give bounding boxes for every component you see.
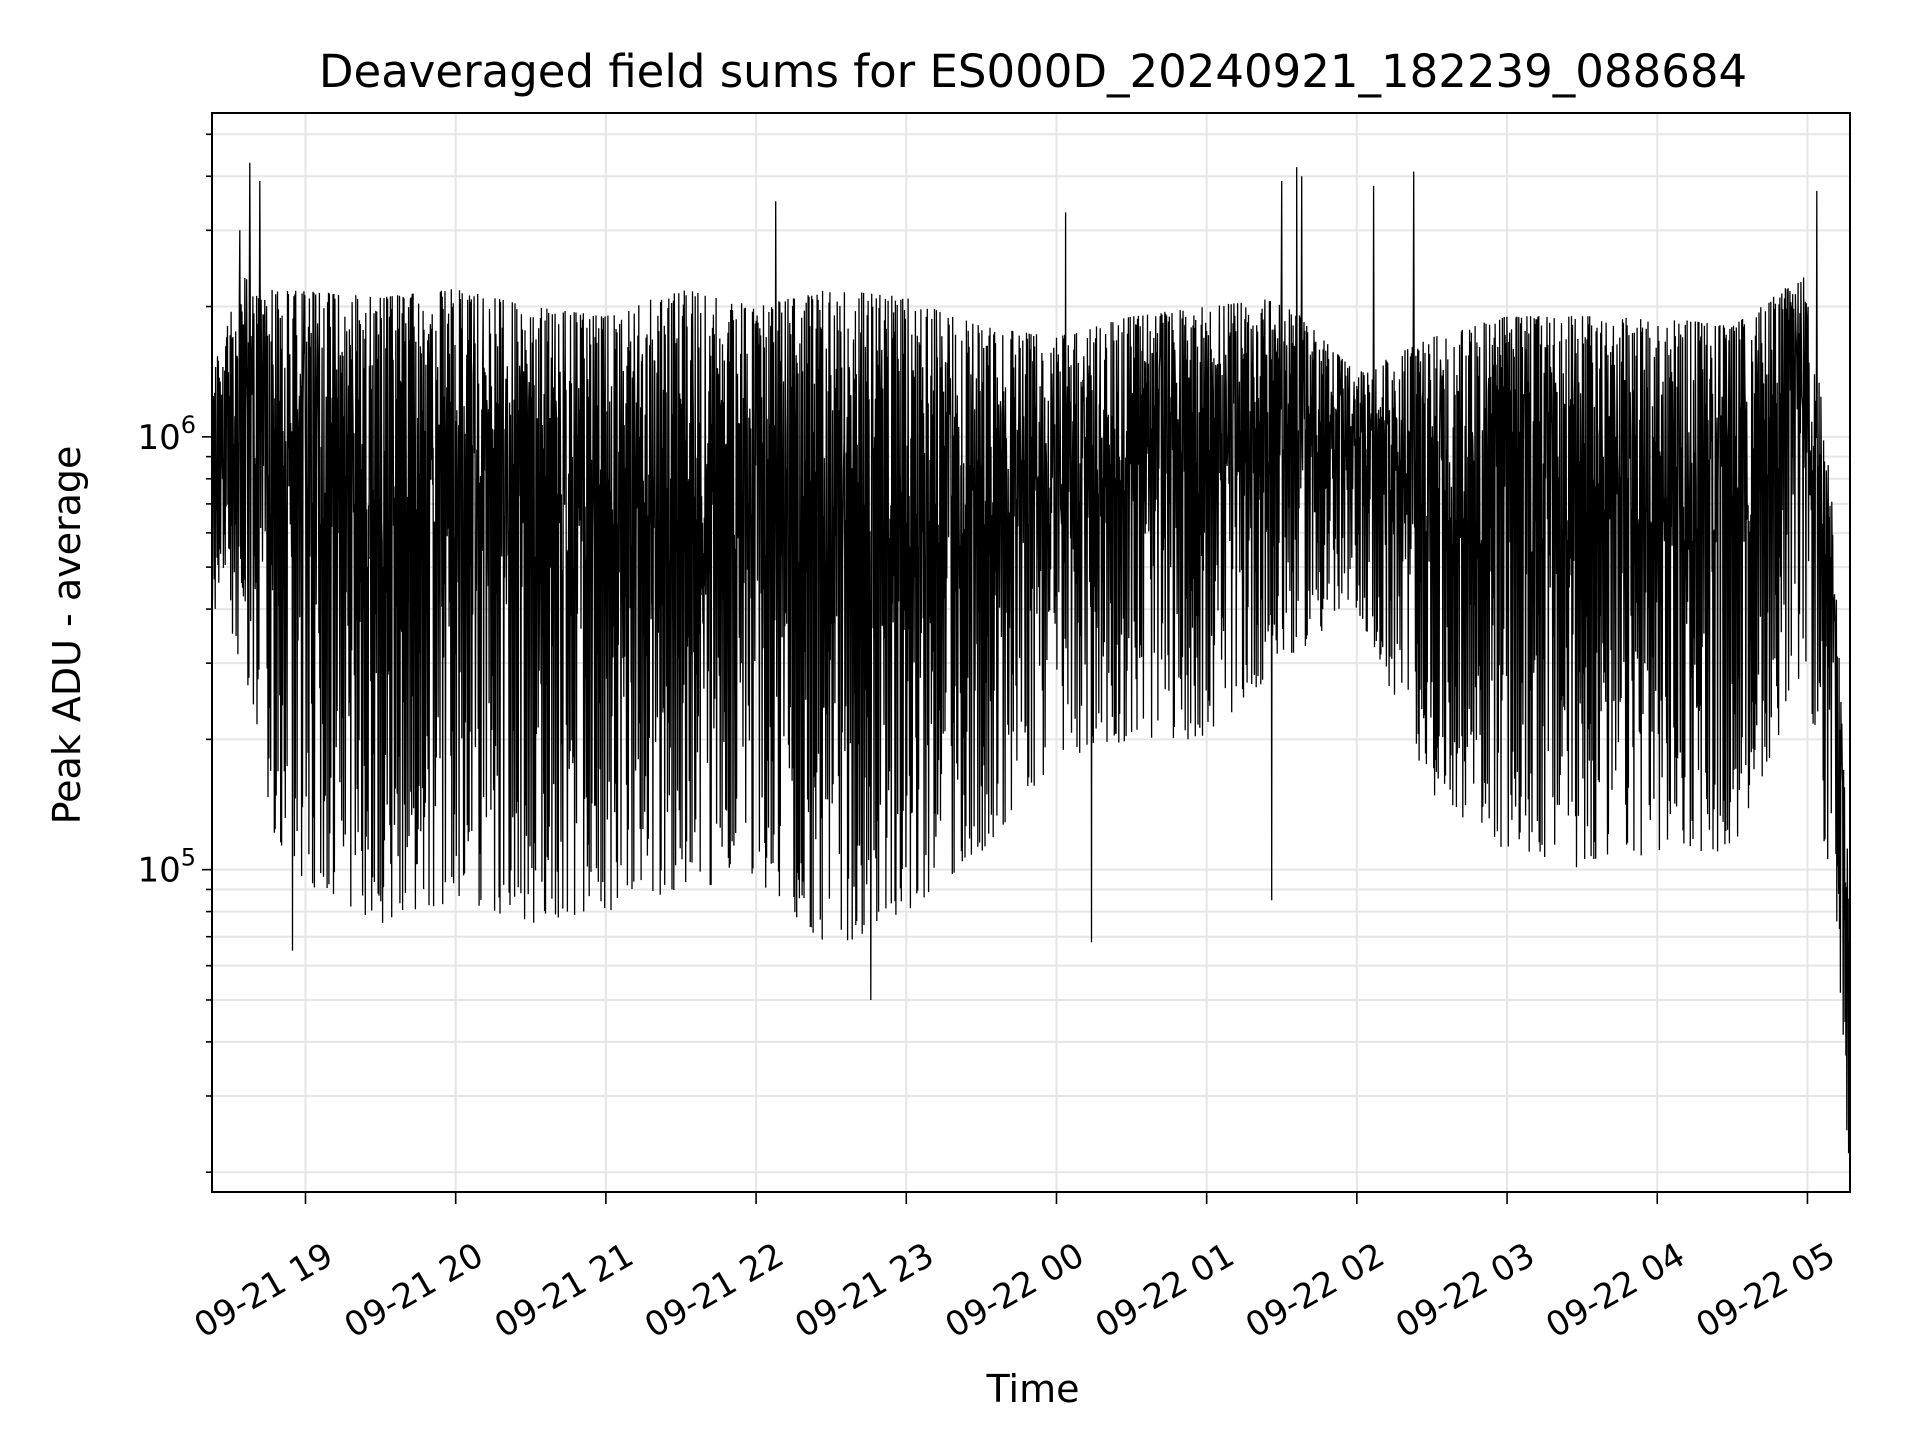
y-tick-label: 105: [137, 844, 196, 891]
axes-frame: [211, 112, 1851, 1193]
series-line: [211, 162, 1851, 1154]
chart-title: Deaveraged field sums for ES000D_2024092…: [319, 45, 1747, 98]
y-axis: 105 106: [137, 133, 212, 1173]
y-axis-label: Peak ADU - average: [45, 446, 89, 825]
x-axis-label: Time: [986, 1367, 1080, 1411]
y-tick-label: 106: [137, 411, 196, 458]
plot-area: [211, 162, 1851, 1154]
